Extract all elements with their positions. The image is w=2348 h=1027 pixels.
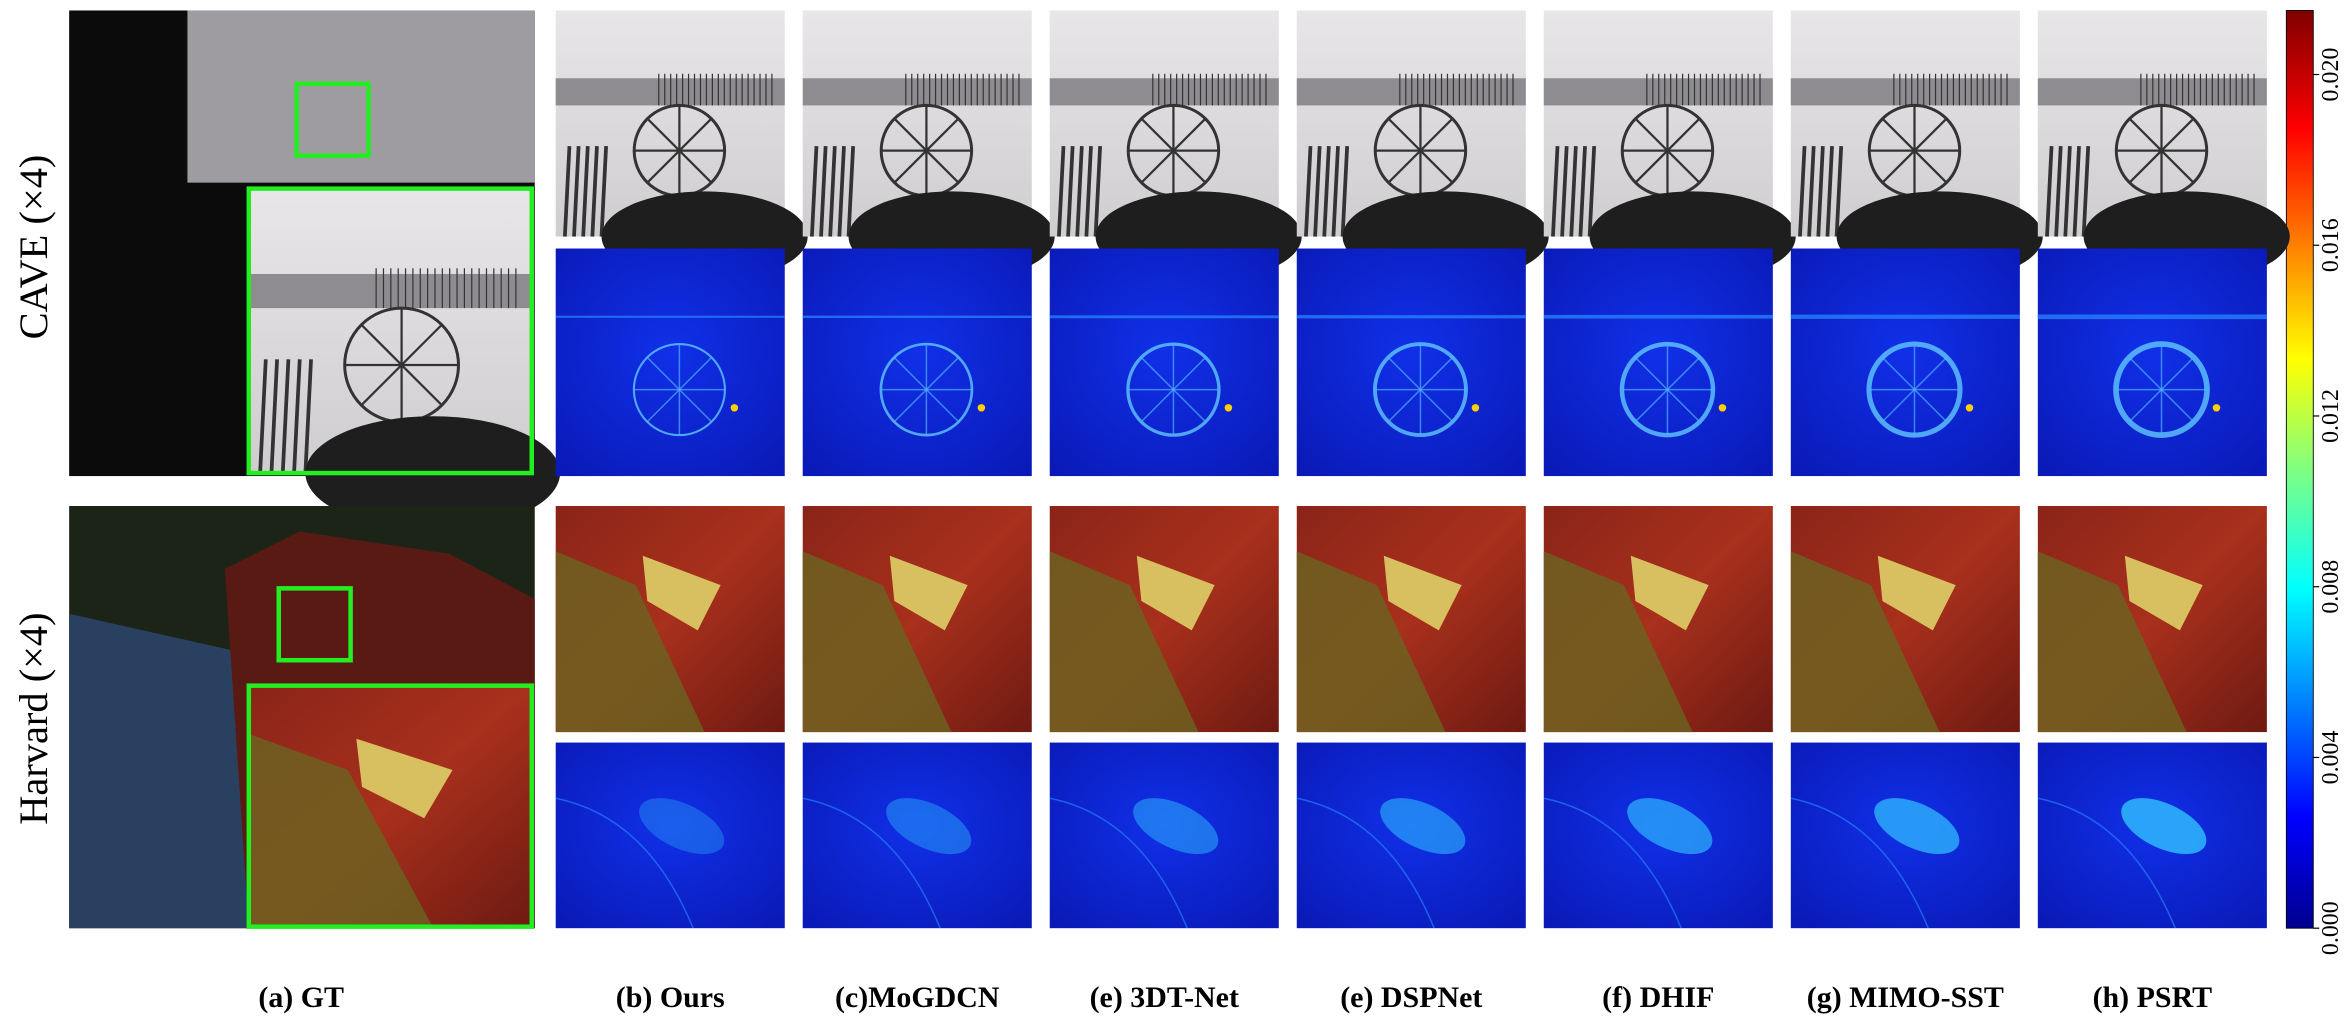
figure: CAVE (×4) Harvard (×4) (a) GT (b) Ours (c)… (0, 0, 2348, 1027)
column-caption: (h) PSRT (2093, 981, 2213, 1014)
method-column (1544, 10, 1796, 928)
colorbar-tick-label: 0.016 (2318, 218, 2344, 272)
error-hot (978, 404, 985, 411)
column-caption: (c)MoGDCN (835, 981, 1000, 1014)
error-hot (2213, 404, 2220, 411)
error-hot (1472, 404, 1479, 411)
method-column (2038, 10, 2290, 928)
error-bg (556, 249, 785, 477)
column-caption: (b) Ours (616, 981, 725, 1014)
error-bg (2038, 249, 2267, 477)
colorbar-tick-label: 0.012 (2318, 389, 2344, 443)
row-label: Harvard (×4) (11, 612, 56, 824)
method-column (556, 10, 808, 928)
method-column (1050, 10, 1302, 928)
gt-column (69, 10, 560, 928)
row-label: CAVE (×4) (11, 155, 56, 340)
error-hot (1225, 404, 1232, 411)
error-hot (1719, 404, 1726, 411)
column-caption: (e) 3DT-Net (1090, 981, 1239, 1014)
method-column (1297, 10, 1549, 928)
error-bg (1791, 249, 2020, 477)
page: {"rows": ["CAVE (×4)", "Harvard (×4)"], … (0, 0, 2348, 1027)
colorbar-tick-label: 0.020 (2318, 48, 2344, 102)
error-hot (731, 404, 738, 411)
error-hot (1966, 404, 1973, 411)
colorbar (2286, 10, 2313, 928)
colorbar-tick-label: 0.004 (2318, 730, 2344, 784)
column-caption: (f) DHIF (1602, 981, 1714, 1014)
error-bg (1050, 249, 1279, 477)
error-bg (1544, 249, 1773, 477)
column-caption: (e) DSPNet (1340, 981, 1482, 1014)
method-column (803, 10, 1055, 928)
error-bg (803, 249, 1032, 477)
colorbar-tick-label: 0.008 (2318, 560, 2344, 614)
column-caption: (a) GT (258, 981, 344, 1014)
column-caption: (g) MIMO-SST (1807, 981, 2004, 1014)
method-column (1791, 10, 2043, 928)
colorbar-tick-label: 0.000 (2318, 901, 2344, 955)
error-bg (1297, 249, 1526, 477)
